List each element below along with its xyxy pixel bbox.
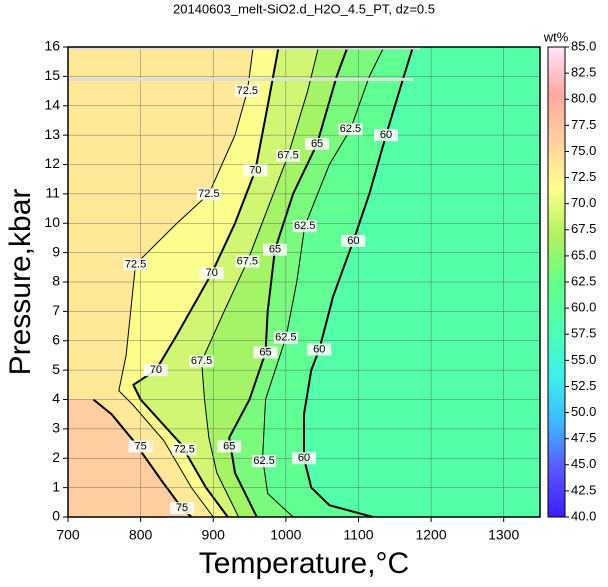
y-tick-label: 11 [45,185,60,201]
contour-label: 62.5 [340,123,361,135]
contour-label-bg [292,452,316,465]
contour-label: 70 [206,267,218,279]
contour-label-bg [170,502,195,515]
contour-label-bg [307,343,332,356]
colorbar-tick-label: 72.5 [571,169,596,184]
contour-label-bg [143,364,168,377]
colorbar-tick-label: 52.5 [571,378,596,393]
contour-label-bg [217,440,242,453]
colorbar-tick-label: 77.5 [571,117,596,132]
contour-label: 75 [134,440,146,452]
contour-label: 62.5 [253,455,274,467]
contour-label-bg [276,149,301,162]
contour-label-bg [253,346,278,359]
y-tick-label: 8 [52,273,60,289]
y-tick-label: 10 [44,214,60,230]
contour-label-bg [273,331,298,344]
colorbar-tick-label: 65.0 [571,247,596,262]
colorbar-tick-label: 75.0 [571,143,596,158]
y-tick-label: 2 [52,449,60,465]
y-tick-label: 4 [52,390,60,406]
contour-label-bg [252,455,277,468]
contour-label: 72.5 [125,258,146,270]
x-tick-label: 1000 [270,527,301,543]
contour-label-bg [262,243,287,256]
x-tick-label: 700 [56,527,80,543]
contour-label: 70 [249,164,261,176]
y-tick-label: 0 [52,508,60,524]
contour-label: 62.5 [275,332,296,344]
colorbar-tick-label: 70.0 [571,195,596,210]
contour-label: 60 [380,129,392,141]
contour-label: 65 [311,138,323,150]
y-tick-label: 15 [44,67,60,83]
colorbar-tick-label: 47.5 [571,430,596,445]
contour-label: 67.5 [191,355,212,367]
colorbar-tick-label: 82.5 [571,65,596,80]
chart-title: 20140603_melt-SiO2.d_H2O_4.5_PT, dz=0.5 [173,1,435,16]
contour-label-bg [341,234,366,247]
colorbar-tick-label: 57.5 [571,326,596,341]
colorbar-label: wt% [543,29,569,44]
colorbar-tick-label: 85.0 [571,38,596,53]
y-tick-label: 3 [52,420,60,436]
colorbar-tick-label: 45.0 [571,456,596,471]
colorbar-tick-label: 55.0 [571,352,596,367]
colorbar-tick-label: 42.5 [571,482,596,497]
contour-line [118,47,254,517]
x-tick-label: 1100 [343,527,373,543]
contour-label-bg [305,137,330,150]
contour-layer [68,47,540,517]
contour-label-bg [374,129,399,142]
contour-label: 65 [223,440,235,452]
contour-label: 65 [269,244,281,256]
contour-label-bg [123,258,148,271]
contour-label-bg [172,443,197,456]
y-tick-label: 5 [52,361,60,377]
y-tick-label: 16 [44,38,60,54]
y-tick-label: 6 [52,331,60,347]
y-tick-label: 14 [44,96,60,112]
contour-label: 60 [298,452,310,464]
y-tick-label: 9 [52,243,60,259]
contour-label: 70 [150,364,162,376]
contour-label-bg [189,355,214,368]
colorbar-tick-label: 80.0 [571,91,596,106]
colorbar-tick-label: 62.5 [571,273,596,288]
x-axis-label: Temperature,°C [199,547,409,580]
contour-label-bg [235,85,260,98]
contour-label: 62.5 [294,220,315,232]
y-axis-label: Pressure,kbar [4,189,37,376]
contour-label: 75 [176,502,188,514]
x-tick-label: 1200 [415,527,446,543]
contour-label: 67.5 [277,150,298,162]
colorbar-tick-label: 40.0 [571,508,596,523]
contour-label: 65 [259,346,271,358]
colorbar-tick-label: 50.0 [571,404,596,419]
contour-label-bg [199,267,224,280]
contour-label: 60 [347,235,359,247]
contour-label: 72.5 [173,443,194,455]
contour-label: 72.5 [198,188,219,200]
contour-label-bg [243,164,268,177]
y-tick-label: 13 [44,126,60,142]
contour-label-bg [338,123,363,136]
colorbar-tick-label: 60.0 [571,300,596,315]
y-tick-label: 12 [44,155,60,171]
contour-label-bg [196,187,221,200]
x-tick-label: 900 [202,527,226,543]
colorbar-tick-label: 67.5 [571,221,596,236]
contour-label: 67.5 [237,255,258,267]
contour-label-bg [292,220,317,233]
contour-label-bg [235,255,260,268]
contour-label-bg [128,440,153,453]
colorbar [547,46,566,518]
x-tick-label: 800 [129,527,153,543]
y-tick-label: 1 [52,478,60,494]
y-tick-label: 7 [52,302,60,318]
contour-label: 60 [313,343,325,355]
contour-label: 72.5 [237,85,258,97]
x-tick-label: 1300 [488,527,519,543]
